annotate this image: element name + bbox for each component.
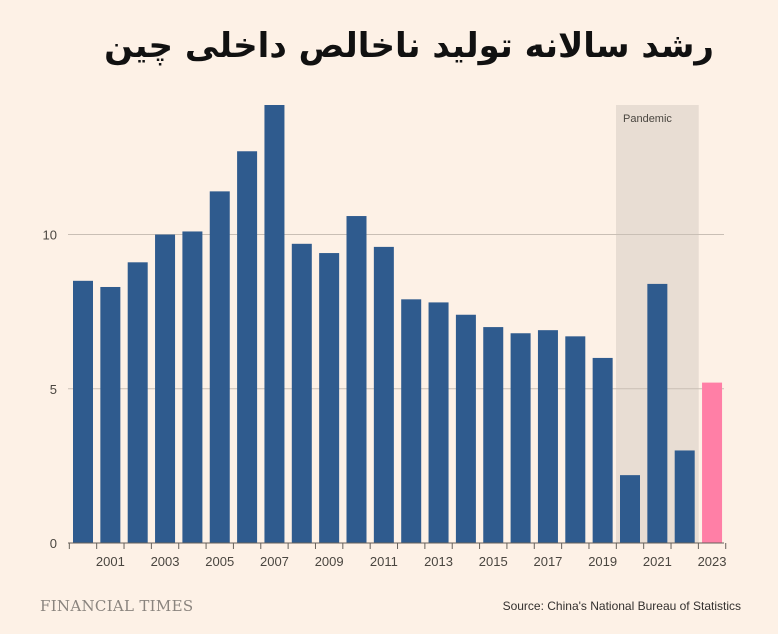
bars-layer [73,105,723,544]
x-tick-label: 2019 [588,554,617,569]
x-tick-label: 2017 [533,554,562,569]
bar-2006 [237,151,258,543]
x-tick-label: 2015 [479,554,508,569]
bar-2004 [182,231,203,543]
y-tick-label: 5 [50,382,57,397]
bar-2009 [319,253,340,543]
bar-2000 [73,280,93,543]
chart-title: رشد سالانه تولید ناخالص داخلی چین [104,26,714,66]
bar-2011 [373,246,394,543]
bar-2012 [401,299,422,543]
brand-logo: FINANCIAL TIMES [40,597,194,615]
bar-2020 [620,475,640,543]
bar-2007 [264,105,285,543]
bar-2010 [346,216,367,544]
bar-2014 [455,314,476,543]
bar-2013 [428,302,449,543]
x-tick-label: 2013 [424,554,453,569]
x-tick-label: 2011 [370,554,398,569]
x-tick-label: 2023 [698,554,727,569]
bar-2016 [510,333,531,543]
bar-2015 [483,327,504,543]
bar-2021 [647,283,668,543]
x-tick-label: 2005 [205,554,234,569]
y-tick-label: 0 [50,536,57,551]
x-tick-label: 2021 [643,554,672,569]
bar-2022 [674,450,695,543]
bar-2002 [127,262,148,543]
axis-layer: 0 5 10 2001 2003 2005 2007 2009 2011 2013 2015 2017… [43,228,727,569]
y-tick-label: 10 [43,228,57,243]
bar-2008 [291,243,312,544]
gridlines-layer [68,234,724,390]
bar-2018 [565,336,586,543]
bar-2003 [155,234,176,543]
bar-2017 [537,330,558,543]
x-tick-label: 2007 [260,554,289,569]
bar-2019 [592,357,613,543]
x-tick-label: 2009 [315,554,344,569]
source-note: Source: China's National Bureau of Stati… [502,599,741,613]
x-tick-label: 2003 [151,554,180,569]
bar-2023 [702,382,723,543]
x-tick-label: 2001 [96,554,125,569]
bar-2005 [209,191,230,543]
pandemic-label: Pandemic [623,113,672,125]
bar-2001 [100,286,121,543]
